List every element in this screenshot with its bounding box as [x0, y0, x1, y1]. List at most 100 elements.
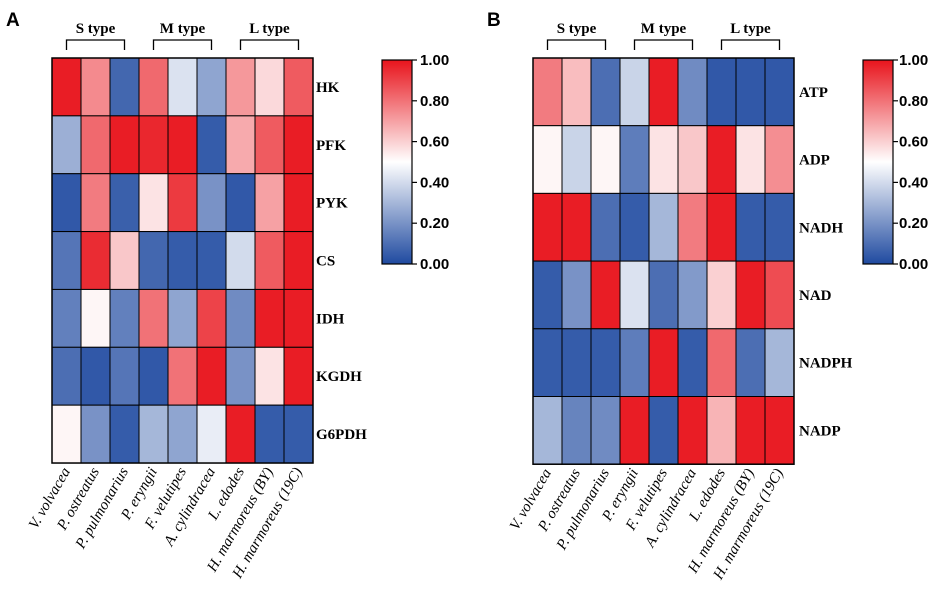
heatmap-cell [51, 288, 82, 348]
heatmap-cell [764, 57, 795, 127]
heatmap-cell [764, 396, 795, 465]
colorbar [381, 59, 413, 265]
row-label: KGDH [316, 369, 362, 385]
heatmap-cell [196, 115, 227, 175]
heatmap-cell [706, 260, 737, 330]
heatmap-cell [590, 396, 621, 465]
heatmap-cell [167, 404, 198, 464]
heatmap-cell [764, 328, 795, 397]
heatmap-cell [225, 346, 256, 406]
heatmap-cell [138, 57, 169, 117]
colorbar-tick-label: 1.00 [899, 52, 928, 69]
heatmap-cells [51, 57, 314, 464]
heatmap-cell [283, 115, 314, 175]
heatmap-cell [196, 346, 227, 406]
row-label: PFK [316, 138, 346, 154]
heatmap-cell [80, 57, 111, 117]
heatmap-cell [138, 346, 169, 406]
heatmap-cell [532, 328, 563, 397]
heatmap-cell [735, 125, 766, 194]
heatmap-cell [532, 125, 563, 194]
row-label: NADPH [799, 356, 853, 372]
heatmap-cell [619, 57, 650, 127]
colorbar-tick-label: 1.00 [420, 52, 449, 69]
heatmap-cell [138, 288, 169, 348]
heatmap-cell [80, 346, 111, 406]
heatmap-cell [706, 396, 737, 465]
heatmap-cell [225, 231, 256, 290]
group-label: M type [160, 21, 206, 37]
heatmap-cell [764, 125, 795, 194]
row-label: NAD [799, 288, 832, 304]
heatmap-cell [735, 192, 766, 262]
heatmap-cell [254, 404, 285, 464]
heatmap-cell [590, 328, 621, 397]
heatmap-cell [735, 396, 766, 465]
heatmap-cell [619, 396, 650, 465]
heatmap-cell [196, 404, 227, 464]
heatmap-cell [532, 260, 563, 330]
heatmap-cell [706, 57, 737, 127]
group-bracket [152, 39, 213, 50]
heatmap-cell [196, 288, 227, 348]
heatmap-cell [532, 396, 563, 465]
heatmap-cell [51, 173, 82, 233]
heatmap-cell [167, 231, 198, 290]
heatmap-cell [51, 346, 82, 406]
heatmap-cell [677, 57, 708, 127]
heatmap-cell [196, 173, 227, 233]
heatmap-cell [51, 115, 82, 175]
heatmap-border [51, 57, 314, 464]
heatmap-cell [764, 260, 795, 330]
heatmap-cell [648, 260, 679, 330]
heatmap-cell [532, 192, 563, 262]
row-label: CS [316, 254, 335, 270]
heatmap-cell [109, 115, 140, 175]
heatmap-cell [532, 57, 563, 127]
group-bracket [239, 39, 300, 50]
heatmap-cell [619, 125, 650, 194]
heatmap-border [532, 57, 795, 465]
heatmap-cell [254, 173, 285, 233]
heatmap-cell [283, 231, 314, 290]
heatmap-cell [225, 173, 256, 233]
heatmap-cell [138, 115, 169, 175]
heatmap-cell [109, 404, 140, 464]
group-bracket [720, 39, 781, 50]
heatmap-cell [254, 57, 285, 117]
heatmap-cell [706, 125, 737, 194]
heatmap-cell [80, 404, 111, 464]
heatmap-cell [167, 288, 198, 348]
colorbar-tick-label: 0.80 [899, 93, 928, 110]
heatmap-cell [254, 115, 285, 175]
heatmap-cell [561, 57, 592, 127]
heatmap-cell [109, 288, 140, 348]
heatmap-cell [283, 288, 314, 348]
heatmap-cell [80, 288, 111, 348]
group-bracket [633, 39, 694, 50]
heatmap-cell [80, 173, 111, 233]
colorbar [862, 59, 894, 265]
heatmap-cell [677, 260, 708, 330]
heatmap-cell [167, 346, 198, 406]
heatmap-cell [138, 231, 169, 290]
colorbar-tick-label: 0.40 [420, 174, 449, 191]
heatmap-cell [283, 57, 314, 117]
row-label: PYK [316, 196, 348, 212]
heatmap-cell [648, 125, 679, 194]
group-label: L type [249, 21, 290, 37]
heatmap-cell [648, 57, 679, 127]
heatmap-cell [283, 346, 314, 406]
heatmap-cell [138, 404, 169, 464]
heatmap-cell [677, 192, 708, 262]
heatmap-cell [167, 57, 198, 117]
group-label: M type [641, 21, 687, 37]
row-label: G6PDH [316, 427, 367, 443]
heatmap-cell [283, 173, 314, 233]
heatmap-cell [735, 328, 766, 397]
heatmap-cell [80, 231, 111, 290]
colorbar-tick-label: 0.40 [899, 174, 928, 191]
heatmap-cell [167, 173, 198, 233]
